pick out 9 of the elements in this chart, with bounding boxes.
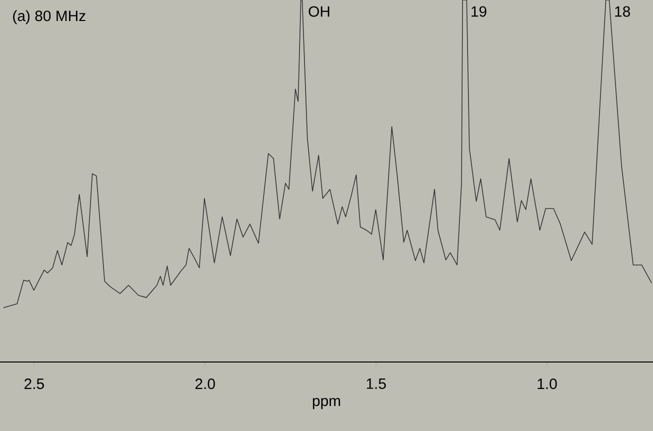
x-tick-label: 2.5 [24,378,44,390]
x-tick-label: 1.0 [538,378,557,390]
annotation: 18 [615,6,630,17]
x-axis-title: ppm [312,398,340,410]
annotation: (a) 80 MHz [13,10,86,24]
x-tick-label: 2.0 [195,378,215,390]
annotation: OH [308,6,330,17]
annotation: 19 [472,6,486,17]
x-tick-label: 1.5 [366,378,386,389]
